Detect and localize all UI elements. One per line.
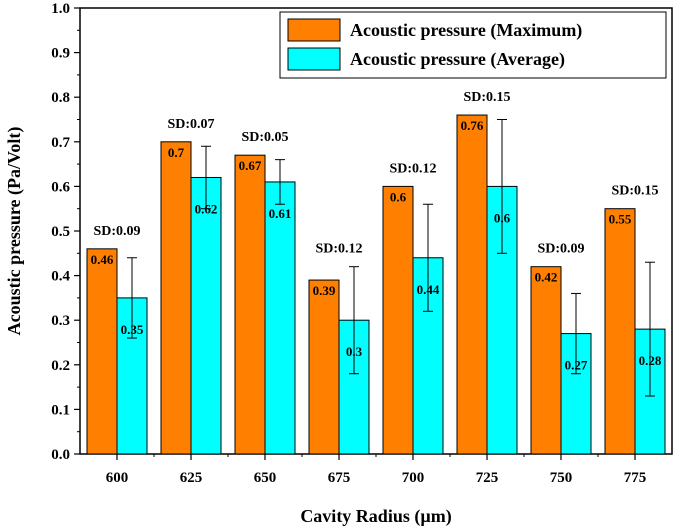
- y-tick-label: 0.0: [51, 447, 70, 463]
- x-tick-label: 775: [624, 470, 647, 486]
- y-tick-label: 0.9: [51, 46, 70, 62]
- bar-value-label: 0.67: [239, 158, 262, 173]
- legend-swatch: [287, 47, 341, 71]
- bar-maximum: [308, 279, 340, 455]
- bar-value-label: 0.39: [313, 283, 336, 298]
- bar-value-label: 0.46: [91, 252, 114, 267]
- sd-label: SD:0.15: [463, 90, 510, 105]
- bar-value-label: 0.61: [269, 206, 292, 221]
- bar-maximum: [86, 248, 118, 455]
- bar-maximum: [160, 141, 192, 455]
- x-tick-label: 675: [328, 470, 351, 486]
- bar-average: [190, 176, 222, 455]
- bar-value-label: 0.76: [461, 118, 484, 133]
- sd-label: SD:0.15: [611, 184, 658, 199]
- bar-value-label: 0.35: [121, 322, 144, 337]
- sd-label: SD:0.12: [389, 161, 436, 176]
- y-tick-label: 0.3: [51, 313, 70, 329]
- x-tick-label: 625: [180, 470, 203, 486]
- x-axis-title: Cavity Radius (µm): [300, 506, 451, 527]
- bar-value-label: 0.55: [609, 212, 632, 227]
- legend-box: [279, 11, 667, 79]
- bar-maximum: [604, 208, 636, 455]
- bar-value-label: 0.28: [639, 353, 662, 368]
- bar-maximum: [382, 185, 414, 455]
- y-tick-label: 0.5: [51, 224, 70, 240]
- y-tick-label: 0.2: [51, 358, 70, 374]
- bar-maximum: [456, 114, 488, 455]
- bar-value-label: 0.42: [535, 270, 558, 285]
- y-axis-title: Acoustic pressure (Pa/Volt): [4, 127, 25, 336]
- sd-label: SD:0.05: [241, 130, 288, 145]
- bar-value-label: 0.6: [390, 189, 407, 204]
- sd-label: SD:0.09: [537, 242, 584, 257]
- legend-label: Acoustic pressure (Maximum): [350, 20, 582, 41]
- bar-value-label: 0.44: [417, 282, 440, 297]
- x-tick-label: 700: [402, 470, 425, 486]
- y-tick-label: 0.1: [51, 402, 70, 418]
- bar-value-label: 0.27: [565, 358, 588, 373]
- y-tick-label: 0.6: [51, 179, 70, 195]
- bar-value-label: 0.3: [346, 344, 363, 359]
- sd-label: SD:0.12: [315, 242, 362, 257]
- bar-maximum: [234, 154, 266, 455]
- y-tick-label: 1.0: [51, 1, 70, 17]
- x-tick-label: 600: [106, 470, 129, 486]
- legend-swatch: [287, 18, 341, 42]
- y-tick-label: 0.7: [51, 135, 70, 151]
- bar-value-label: 0.7: [168, 145, 185, 160]
- y-tick-label: 0.8: [51, 90, 70, 106]
- sd-label: SD:0.07: [167, 117, 214, 132]
- bar-value-label: 0.62: [195, 201, 218, 216]
- bar-value-label: 0.6: [494, 210, 511, 225]
- legend-label: Acoustic pressure (Average): [350, 49, 565, 70]
- bar-maximum: [530, 266, 562, 455]
- bar-average: [264, 181, 296, 455]
- bar-average: [116, 297, 148, 455]
- y-tick-label: 0.4: [51, 269, 70, 285]
- x-tick-label: 750: [550, 470, 573, 486]
- sd-label: SD:0.09: [93, 224, 140, 239]
- x-tick-label: 725: [476, 470, 499, 486]
- x-tick-label: 650: [254, 470, 277, 486]
